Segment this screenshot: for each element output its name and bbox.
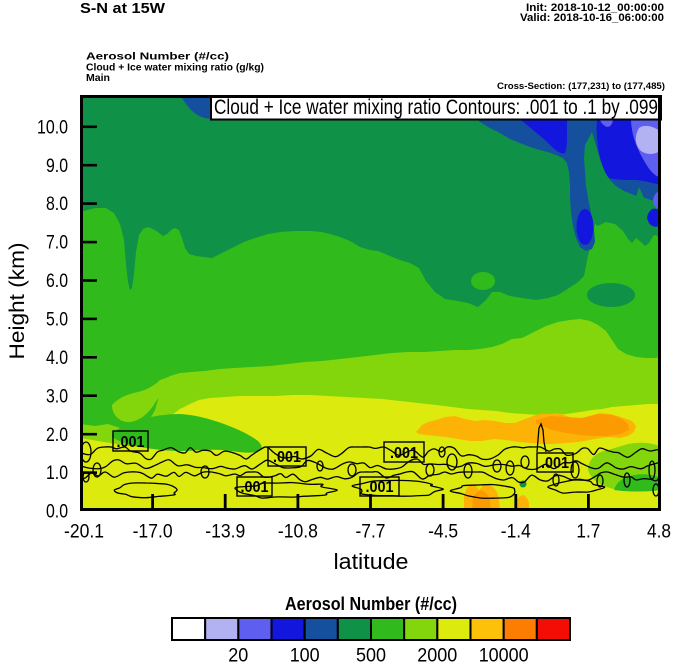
svg-text:8.0: 8.0 (46, 194, 68, 215)
svg-text:.001: .001 (366, 479, 394, 496)
svg-text:Height (km): Height (km) (6, 243, 29, 360)
svg-text:-4.5: -4.5 (428, 522, 458, 543)
svg-text:6.0: 6.0 (46, 271, 68, 292)
svg-text:-10.8: -10.8 (278, 522, 318, 543)
svg-text:1.0: 1.0 (46, 463, 68, 484)
svg-text:4.0: 4.0 (46, 348, 68, 369)
svg-text:2.0: 2.0 (46, 425, 68, 446)
svg-text:.001: .001 (541, 455, 569, 472)
svg-text:-7.7: -7.7 (356, 522, 386, 543)
svg-text:Cloud + Ice water mixing ratio: Cloud + Ice water mixing ratio Contours:… (214, 96, 658, 119)
svg-text:-20.1: -20.1 (64, 522, 104, 543)
svg-text:.001: .001 (241, 479, 269, 496)
svg-text:.001: .001 (273, 449, 301, 466)
svg-text:Valid: 2018-10-16_06:00:00: Valid: 2018-10-16_06:00:00 (520, 12, 664, 24)
svg-text:Aerosol Number (#/cc): Aerosol Number (#/cc) (285, 594, 457, 614)
svg-text:20: 20 (228, 646, 248, 667)
svg-text:10.0: 10.0 (37, 117, 68, 138)
svg-text:Init: 2018-10-12_00:00:00: Init: 2018-10-12_00:00:00 (526, 2, 664, 14)
svg-text:Main: Main (86, 73, 110, 84)
svg-text:0.0: 0.0 (46, 502, 68, 523)
svg-text:3.0: 3.0 (46, 386, 68, 407)
svg-text:latitude: latitude (334, 549, 409, 574)
svg-text:10000: 10000 (479, 646, 529, 667)
svg-text:-1.4: -1.4 (501, 522, 531, 543)
svg-text:2000: 2000 (417, 646, 457, 667)
svg-text:9.0: 9.0 (46, 156, 68, 177)
svg-text:4.8: 4.8 (647, 522, 671, 543)
svg-text:7.0: 7.0 (46, 233, 68, 254)
svg-text:.001: .001 (390, 445, 418, 462)
svg-text:-13.9: -13.9 (205, 522, 245, 543)
svg-text:500: 500 (356, 646, 386, 667)
svg-text:Aerosol Number (#/cc): Aerosol Number (#/cc) (86, 52, 229, 63)
svg-text:1.7: 1.7 (576, 522, 600, 543)
svg-text:5.0: 5.0 (46, 310, 68, 331)
svg-text:-17.0: -17.0 (133, 522, 173, 543)
svg-text:Cross-Section: (177,231) to (1: Cross-Section: (177,231) to (177,485) (497, 81, 665, 92)
svg-text:100: 100 (290, 646, 320, 667)
svg-text:S-N at 15W: S-N at 15W (80, 0, 166, 17)
svg-text:Cloud + Ice water mixing ratio: Cloud + Ice water mixing ratio (g/kg) (86, 63, 264, 74)
svg-text:.001: .001 (117, 434, 145, 451)
